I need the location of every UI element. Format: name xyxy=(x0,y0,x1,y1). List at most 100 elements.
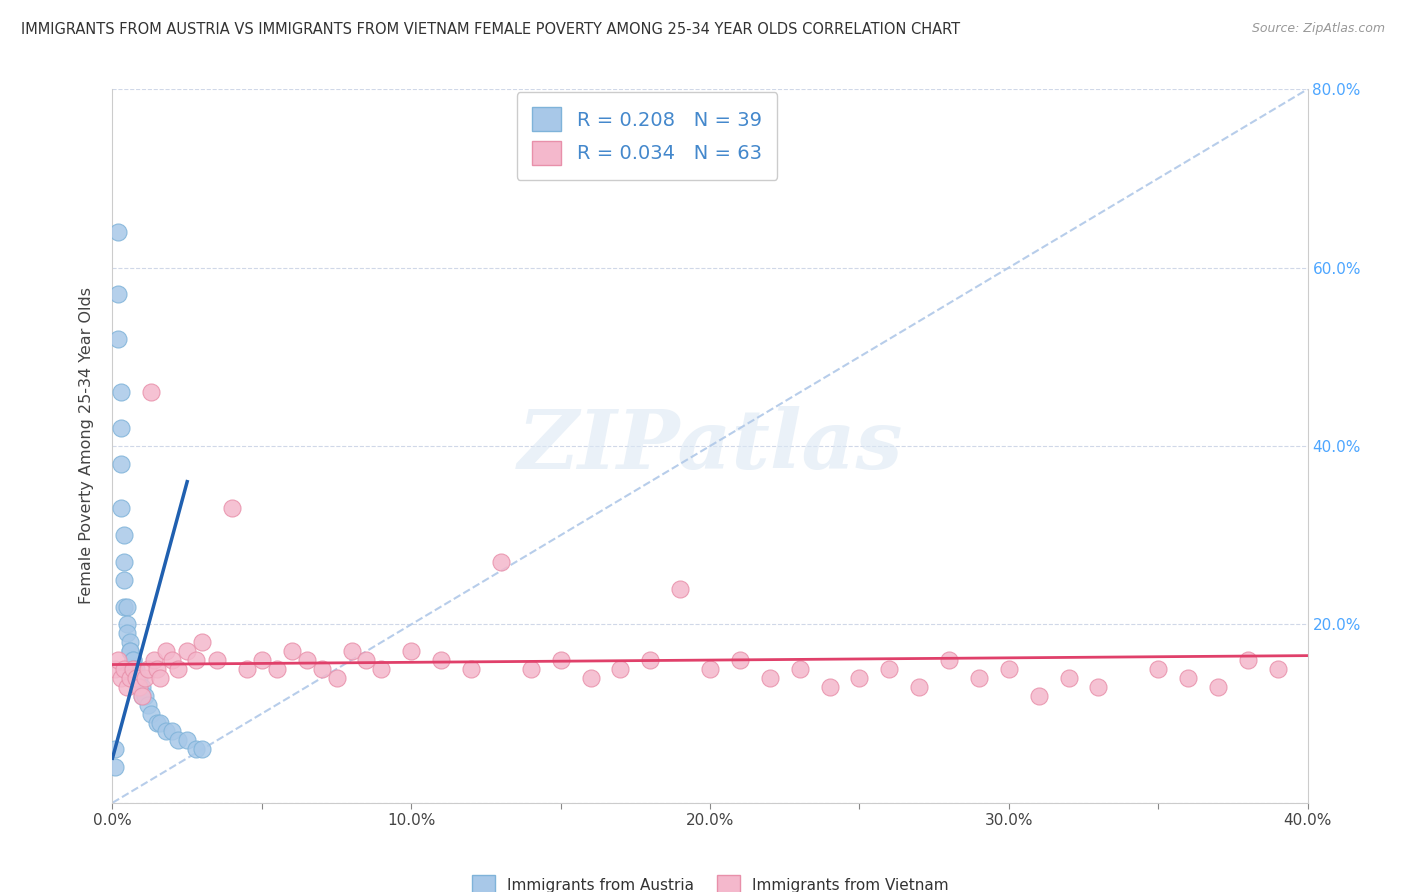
Point xyxy=(281,644,304,658)
Point xyxy=(162,653,183,667)
Point xyxy=(117,617,139,632)
Point xyxy=(848,671,870,685)
Point xyxy=(1028,689,1050,703)
Point xyxy=(128,680,150,694)
Point xyxy=(167,733,190,747)
Point xyxy=(125,662,148,676)
Text: IMMIGRANTS FROM AUSTRIA VS IMMIGRANTS FROM VIETNAM FEMALE POVERTY AMONG 25-34 YE: IMMIGRANTS FROM AUSTRIA VS IMMIGRANTS FR… xyxy=(21,22,960,37)
Point xyxy=(370,662,392,676)
Point xyxy=(128,671,150,685)
Point xyxy=(1206,680,1229,694)
Point xyxy=(250,653,273,667)
Point xyxy=(122,653,145,667)
Point xyxy=(1177,671,1199,685)
Point xyxy=(117,626,139,640)
Point xyxy=(104,662,127,676)
Point xyxy=(325,671,347,685)
Point xyxy=(205,653,228,667)
Point xyxy=(460,662,482,676)
Point xyxy=(699,662,721,676)
Point xyxy=(131,689,153,703)
Point xyxy=(1057,671,1080,685)
Point xyxy=(401,644,423,658)
Point xyxy=(186,742,208,756)
Point xyxy=(191,742,214,756)
Point xyxy=(120,644,142,658)
Point xyxy=(155,724,177,739)
Point xyxy=(134,689,156,703)
Point xyxy=(110,501,132,516)
Point xyxy=(550,653,572,667)
Point xyxy=(149,715,172,730)
Point xyxy=(143,653,166,667)
Point xyxy=(122,653,145,667)
Point xyxy=(295,653,318,667)
Point xyxy=(104,760,127,774)
Point xyxy=(110,385,132,400)
Point xyxy=(311,662,333,676)
Point xyxy=(125,671,148,685)
Point xyxy=(104,742,127,756)
Point xyxy=(134,671,156,685)
Point xyxy=(176,733,198,747)
Point xyxy=(155,644,177,658)
Point xyxy=(120,671,142,685)
Point xyxy=(879,662,901,676)
Legend: Immigrants from Austria, Immigrants from Vietnam: Immigrants from Austria, Immigrants from… xyxy=(464,868,956,892)
Point xyxy=(107,225,129,239)
Point xyxy=(938,653,960,667)
Point xyxy=(110,671,132,685)
Point xyxy=(110,421,132,435)
Point xyxy=(128,680,150,694)
Point xyxy=(186,653,208,667)
Point xyxy=(131,680,153,694)
Point xyxy=(114,528,135,542)
Text: ZIPatlas: ZIPatlas xyxy=(517,406,903,486)
Point xyxy=(818,680,841,694)
Point xyxy=(138,698,160,712)
Y-axis label: Female Poverty Among 25-34 Year Olds: Female Poverty Among 25-34 Year Olds xyxy=(79,287,94,605)
Point xyxy=(107,332,129,346)
Point xyxy=(146,715,169,730)
Point xyxy=(520,662,543,676)
Point xyxy=(114,555,135,569)
Point xyxy=(236,662,259,676)
Point xyxy=(640,653,662,667)
Point xyxy=(114,599,135,614)
Point xyxy=(191,635,214,649)
Point xyxy=(141,706,163,721)
Point xyxy=(125,671,148,685)
Point xyxy=(176,644,198,658)
Point xyxy=(908,680,931,694)
Point xyxy=(609,662,631,676)
Point xyxy=(138,662,160,676)
Point xyxy=(117,680,139,694)
Point xyxy=(1237,653,1260,667)
Point xyxy=(489,555,512,569)
Point xyxy=(120,644,142,658)
Point xyxy=(221,501,243,516)
Point xyxy=(167,662,190,676)
Point xyxy=(669,582,692,596)
Point xyxy=(1147,662,1170,676)
Point xyxy=(122,662,145,676)
Point xyxy=(789,662,811,676)
Point xyxy=(110,457,132,471)
Point xyxy=(146,662,169,676)
Point xyxy=(356,653,378,667)
Point xyxy=(340,644,363,658)
Point xyxy=(107,287,129,301)
Point xyxy=(728,653,751,667)
Point xyxy=(162,724,183,739)
Text: Source: ZipAtlas.com: Source: ZipAtlas.com xyxy=(1251,22,1385,36)
Point xyxy=(1267,662,1289,676)
Point xyxy=(579,671,602,685)
Point xyxy=(1087,680,1109,694)
Point xyxy=(149,671,172,685)
Point xyxy=(998,662,1021,676)
Point xyxy=(107,653,129,667)
Point xyxy=(122,662,145,676)
Point xyxy=(759,671,782,685)
Point xyxy=(114,573,135,587)
Point xyxy=(430,653,453,667)
